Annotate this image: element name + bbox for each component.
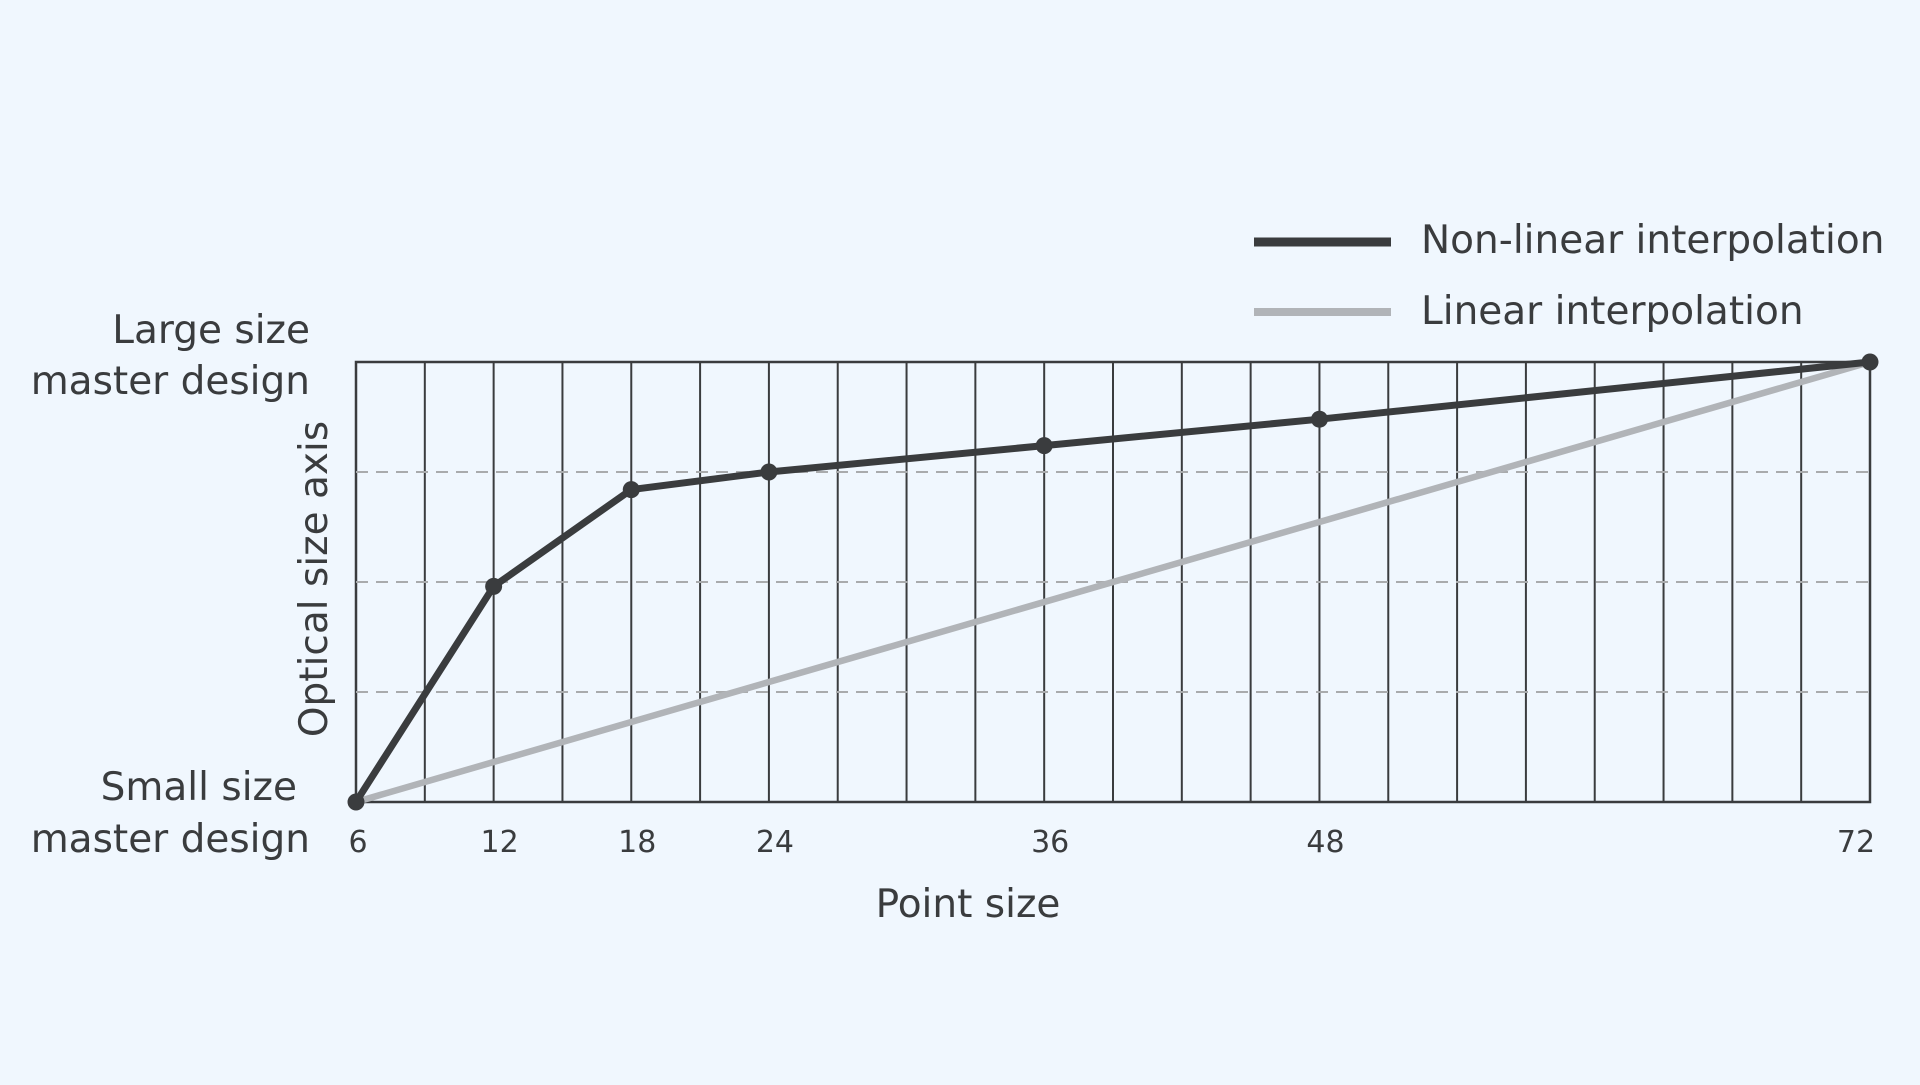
x-axis-title: Point size	[876, 882, 1061, 927]
data-point-non-linear	[1035, 437, 1053, 455]
x-tick-label: 6	[348, 825, 367, 860]
data-point-non-linear	[1861, 353, 1879, 371]
data-point-non-linear	[347, 793, 365, 811]
x-tick-label: 36	[1031, 825, 1069, 860]
x-tick-label: 24	[756, 825, 794, 860]
data-point-non-linear	[485, 577, 503, 595]
legend: Non-linear interpolation Linear interpol…	[1254, 218, 1884, 334]
series-line-linear	[352, 358, 1874, 806]
legend-label-non-linear: Non-linear interpolation	[1421, 218, 1884, 263]
y-bottom-label-line1: Small size	[101, 765, 297, 810]
data-point-non-linear	[1310, 410, 1328, 428]
series-layer	[347, 353, 1879, 811]
x-tick-labels: 6 12 18 24 36 48 72	[348, 825, 1875, 860]
x-tick-label: 12	[481, 825, 519, 860]
x-tick-label: 18	[618, 825, 656, 860]
y-top-label-line2: master design	[31, 359, 310, 404]
x-tick-label: 72	[1837, 825, 1875, 860]
data-point-non-linear	[622, 481, 640, 499]
y-bottom-label-line2: master design	[31, 817, 310, 862]
y-axis-title: Optical size axis	[292, 421, 337, 737]
y-top-label-line1: Large size	[112, 308, 310, 353]
legend-label-linear: Linear interpolation	[1421, 289, 1804, 334]
data-point-non-linear	[760, 463, 778, 481]
labels-layer: Large size master design Small size mast…	[31, 308, 1061, 927]
x-tick-label: 48	[1306, 825, 1344, 860]
